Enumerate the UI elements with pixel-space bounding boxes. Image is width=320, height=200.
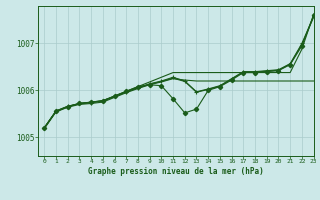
X-axis label: Graphe pression niveau de la mer (hPa): Graphe pression niveau de la mer (hPa)	[88, 167, 264, 176]
